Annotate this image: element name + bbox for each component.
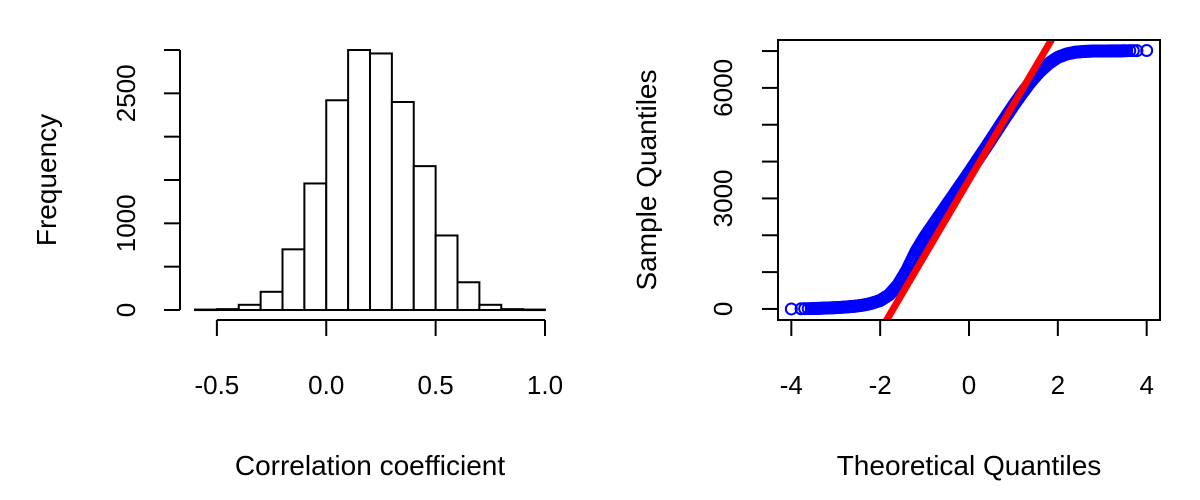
histogram-x-tick-label: -0.5 — [194, 370, 239, 400]
histogram-bar — [412, 165, 437, 311]
qq-reference-line-group — [883, 41, 1055, 319]
histogram-bar — [325, 99, 350, 312]
histogram-bar — [500, 308, 525, 311]
qq-x-tick-label: -2 — [869, 370, 892, 400]
qq-y-tick-label: 3000 — [708, 169, 738, 227]
qq-y-axis: 0 3000 6000 — [708, 50, 779, 316]
qq-point — [1140, 44, 1154, 57]
histogram-bar — [369, 52, 393, 311]
qq-y-tick-label: 0 — [708, 302, 738, 316]
histogram-bars — [194, 49, 546, 312]
histogram-y-axis-title: Frequency — [31, 114, 62, 246]
histogram-bar — [194, 308, 218, 312]
qq-y-tick-label: 6000 — [708, 59, 738, 117]
histogram-bar — [478, 303, 503, 311]
histogram-bar — [522, 308, 546, 312]
histogram-x-axis: -0.5 0.0 0.5 1.0 — [194, 319, 563, 400]
qq-x-axis: -4 -2 0 2 4 — [780, 319, 1154, 400]
histogram-bar — [456, 281, 481, 311]
histogram-bar — [237, 303, 262, 311]
qq-point — [784, 302, 798, 316]
histogram-bar — [259, 290, 284, 311]
histogram-x-tick-label: 1.0 — [527, 370, 563, 400]
histogram-bar — [281, 248, 306, 311]
histogram-x-axis-title: Correlation coefficient — [235, 450, 506, 481]
histogram-bar — [215, 308, 240, 311]
histogram-y-tick-label: 2500 — [111, 64, 141, 122]
qq-reference-line — [883, 41, 1055, 319]
histogram-bar — [303, 182, 328, 311]
histogram-y-tick-label: 0 — [111, 303, 141, 317]
qq-x-axis-title: Theoretical Quantiles — [837, 450, 1102, 481]
histogram-bar — [390, 101, 415, 311]
histogram-y-axis: 0 1000 2500 — [111, 49, 181, 317]
qq-y-axis-title: Sample Quantiles — [631, 69, 662, 290]
qq-point — [1126, 44, 1140, 58]
qq-point — [1130, 44, 1144, 58]
qq-x-tick-label: -4 — [780, 370, 803, 400]
qq-x-tick-label: 0 — [962, 370, 976, 400]
histogram-y-tick-label: 1000 — [111, 194, 141, 252]
histogram-x-tick-label: 0.0 — [308, 370, 344, 400]
histogram-chart: -0.5 0.0 0.5 1.0 0 1000 2500 Correlation coef… — [31, 49, 563, 481]
qq-x-tick-label: 4 — [1139, 370, 1153, 400]
histogram-bar — [347, 49, 371, 311]
histogram-bar — [434, 234, 459, 311]
qq-x-tick-label: 2 — [1051, 370, 1065, 400]
qq-point — [1123, 44, 1137, 58]
histogram-x-tick-label: 0.5 — [418, 370, 454, 400]
